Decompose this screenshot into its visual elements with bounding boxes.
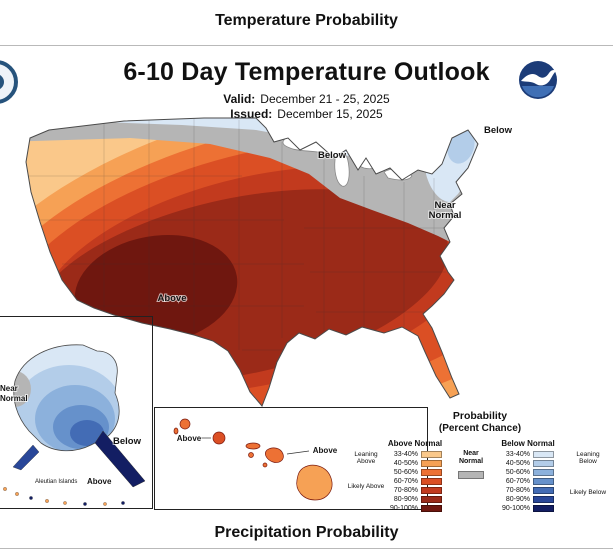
legend-row-below: 70-80% (498, 486, 554, 495)
legend-subtitle: (Percent Chance) (438, 423, 522, 434)
hawaii-inset: Above Above (154, 407, 428, 510)
legend-below-header: Below Normal (501, 439, 555, 448)
bottom-divider (0, 548, 613, 549)
state-borders (26, 119, 452, 351)
issued-value: December 15, 2025 (277, 107, 383, 121)
ak-band-near-normal (13, 371, 31, 407)
legend-likely-below: Likely Below (569, 489, 607, 496)
alaska-outline (13, 344, 120, 452)
below-swatch (533, 478, 554, 485)
below-swatch (533, 460, 554, 467)
above-swatch (421, 478, 442, 485)
legend-row-above: 50-60% (386, 468, 442, 477)
below-swatch (533, 469, 554, 476)
legend-title: Probability (452, 410, 508, 422)
near-normal-swatch (458, 471, 484, 480)
island-maui (265, 447, 284, 463)
above-swatch (421, 469, 442, 476)
lake-erie (383, 168, 413, 181)
island-hawaii-big (296, 464, 333, 501)
legend: Probability (Percent Chance) Above Norma… (346, 410, 612, 520)
noaa-logo (519, 61, 557, 99)
legend-row-below: 80-90% (498, 495, 554, 504)
label-near-normal-line2: Normal (429, 210, 462, 221)
legend-row-above: 80-90% (386, 495, 442, 504)
hi-label-above-west: Above (177, 434, 202, 443)
legend-near-line1: Near (463, 450, 479, 457)
label-below-northeast: Below (484, 125, 513, 136)
legend-likely-above: Likely Above (347, 483, 385, 490)
island-kauai (179, 418, 191, 430)
legend-leaning-above: Leaning Above (354, 451, 378, 466)
legend-row-below: 40-50% (498, 459, 554, 468)
ak-band-below-70-80 (70, 420, 104, 446)
above-swatch (421, 487, 442, 494)
legend-row-above: 70-80% (386, 486, 442, 495)
aleutian-islands-chain (3, 487, 125, 506)
top-section-title: Temperature Probability (215, 12, 398, 29)
hi-label-above-east: Above (313, 446, 338, 455)
legend-above-header: Above Normal (387, 439, 443, 448)
above-swatch (421, 460, 442, 467)
legend-row-below: 90-100% (498, 504, 554, 513)
hi-leader-east (286, 450, 310, 455)
valid-label: Valid: (223, 92, 256, 106)
valid-value: December 21 - 25, 2025 (260, 92, 390, 106)
legend-leaning-below: Leaning Below (576, 451, 600, 466)
above-swatch (421, 451, 442, 458)
label-below-north: Below (318, 150, 347, 161)
ak-label-near-line1: Near (0, 384, 18, 393)
above-swatch (421, 505, 442, 512)
island-oahu (212, 431, 226, 445)
hawaii-map: Above Above (173, 418, 339, 501)
valid-line: Valid: December 21 - 25, 2025 (0, 92, 613, 106)
legend-above-column: 33-40% 40-50% 50-60% 60-70% 70-80% 80-90… (386, 450, 442, 513)
ak-label-near-line2: Normal (0, 394, 28, 403)
legend-near-line2: Normal (458, 458, 484, 466)
legend-row-above: 60-70% (386, 477, 442, 486)
seagull-icon (521, 69, 556, 86)
alaska-panhandle (94, 430, 146, 488)
conus-map: Below Below Near Normal Above (25, 117, 514, 407)
label-above-conus: Above (157, 293, 186, 304)
legend-row-above: 90-100% (386, 504, 442, 513)
island-kahoolawe (262, 462, 268, 468)
legend-row-below: 33-40% (498, 450, 554, 459)
legend-row-above: 40-50% (386, 459, 442, 468)
top-divider (0, 45, 613, 46)
page-title: 6-10 Day Temperature Outlook (123, 58, 490, 86)
legend-below-column: 33-40% 40-50% 50-60% 60-70% 70-80% 80-90… (498, 450, 554, 513)
below-swatch (533, 496, 554, 503)
issued-line: Issued: December 15, 2025 (0, 107, 613, 121)
ak-label-aleutian-above: Above (87, 477, 112, 486)
below-swatch (533, 451, 554, 458)
legend-row-below: 60-70% (498, 477, 554, 486)
island-niihau (173, 427, 179, 435)
bottom-section-title: Precipitation Probability (214, 524, 399, 541)
legend-row-above: 33-40% (386, 450, 442, 459)
legend-row-below: 50-60% (498, 468, 554, 477)
above-swatch (421, 496, 442, 503)
alaska-peninsula (12, 444, 40, 471)
below-swatch (533, 505, 554, 512)
conus-outline (25, 117, 479, 407)
label-near-normal-line1: Near (434, 200, 455, 211)
island-lanai (248, 452, 254, 458)
ak-label-aleutian-islands: Aleutian Islands (35, 479, 77, 485)
alaska-map: Near Normal Below Aleutian Islands Above (0, 344, 146, 506)
alaska-inset: Near Normal Below Aleutian Islands Above (0, 316, 153, 509)
below-swatch (533, 487, 554, 494)
island-molokai (245, 442, 261, 450)
ak-label-below: Below (113, 436, 142, 447)
legend-near-normal: Near Normal (446, 450, 496, 480)
